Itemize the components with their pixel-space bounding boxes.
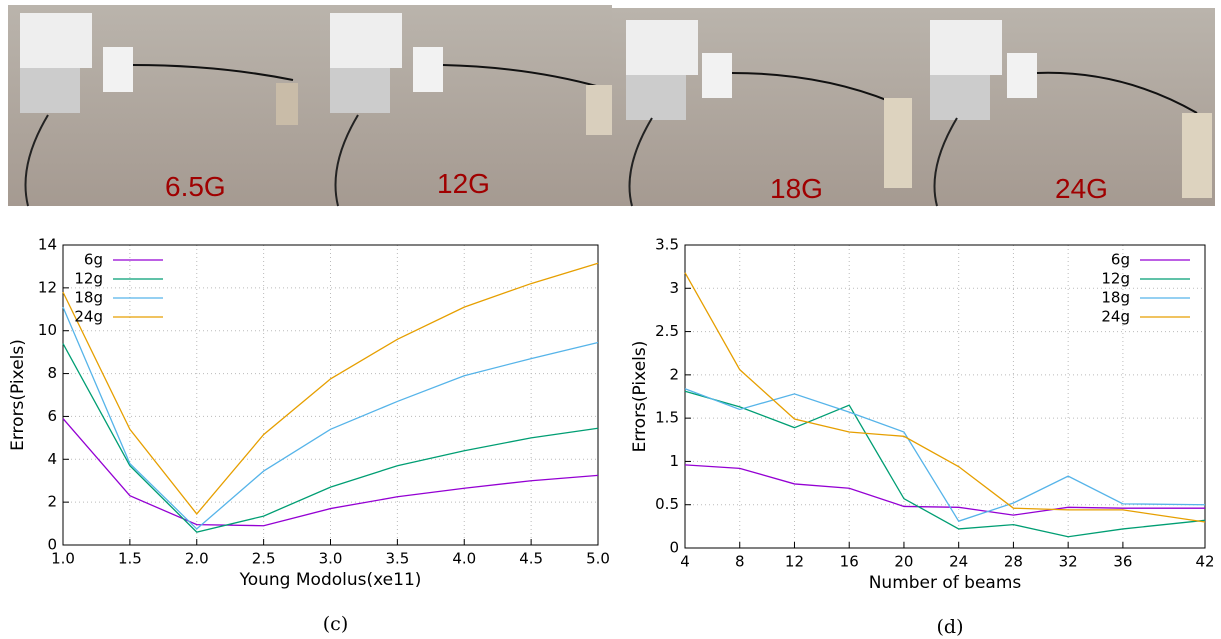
legend-label: 12g: [74, 270, 103, 288]
data-line: [684, 272, 1206, 523]
y-tick-label: 2.5: [655, 322, 679, 340]
x-tick-label: 2.0: [185, 550, 209, 568]
data-line: [684, 390, 1206, 538]
data-line: [684, 464, 1205, 516]
photo: [8, 5, 308, 207]
photo: [308, 5, 612, 207]
y-tick-label: 2: [669, 365, 679, 383]
x-tick-label: 42: [1195, 553, 1214, 571]
legend-label: 24g: [74, 308, 103, 326]
legend-label: 24g: [1101, 308, 1130, 326]
y-tick-label: 14: [38, 236, 57, 254]
y-tick-label: 8: [47, 364, 57, 382]
y-tick-label: 10: [38, 321, 57, 339]
y-tick-label: 1.5: [655, 409, 679, 427]
x-tick-label: 4.0: [452, 550, 476, 568]
x-tick-label: 4: [680, 553, 690, 571]
legend-label: 12g: [1101, 270, 1130, 288]
x-axis-label: Young Modolus(xe11): [239, 570, 422, 590]
y-tick-label: 6: [47, 407, 57, 425]
photo: [912, 8, 1215, 207]
photo-label: 6.5G: [165, 171, 226, 202]
x-tick-label: 8: [735, 553, 745, 571]
legend-label: 18g: [1101, 289, 1130, 307]
y-tick-label: 2: [47, 493, 57, 511]
photo-panels: 6.5G 12G 18G 24G: [8, 5, 1215, 207]
x-tick-label: 1.5: [118, 550, 142, 568]
x-tick-label: 12: [785, 553, 804, 571]
x-tick-label: 3.0: [319, 550, 343, 568]
photo-label: 24G: [1055, 173, 1108, 204]
x-tick-label: 5.0: [586, 550, 610, 568]
y-tick-label: 3: [669, 279, 679, 297]
y-tick-label: 12: [38, 278, 57, 296]
y-axis-label: Errors(Pixels): [630, 341, 650, 453]
x-tick-label: 24: [949, 553, 968, 571]
x-tick-label: 28: [1004, 553, 1023, 571]
y-tick-label: 4: [47, 450, 57, 468]
photo-label: 12G: [437, 168, 490, 199]
x-tick-label: 4.5: [519, 550, 543, 568]
x-tick-label: 2.5: [252, 550, 276, 568]
data-line: [62, 262, 599, 515]
x-tick-label: 3.5: [385, 550, 409, 568]
data-line: [684, 388, 1206, 522]
photo-label: 18G: [770, 173, 823, 204]
x-tick-label: 16: [840, 553, 859, 571]
data-line: [62, 343, 599, 533]
y-tick-label: 0: [669, 539, 679, 557]
legend-label: 18g: [74, 289, 103, 307]
x-tick-label: 20: [894, 553, 913, 571]
caption: (c): [323, 613, 348, 635]
legend-label: 6g: [84, 251, 103, 269]
plot-frame: [62, 244, 599, 546]
data-line: [62, 306, 599, 530]
plot-frame: [684, 244, 1206, 549]
x-tick-label: 1.0: [51, 550, 75, 568]
data-line: [62, 418, 599, 527]
y-tick-label: 1: [669, 452, 679, 470]
y-tick-label: 0.5: [655, 495, 679, 513]
photo: [612, 8, 912, 207]
y-tick-label: 0: [47, 536, 57, 554]
x-axis-label: Number of beams: [869, 573, 1022, 593]
x-tick-label: 32: [1059, 553, 1078, 571]
caption: (d): [937, 616, 964, 638]
x-tick-label: 36: [1113, 553, 1132, 571]
y-axis-label: Errors(Pixels): [8, 339, 28, 451]
legend-label: 6g: [1111, 251, 1130, 269]
y-tick-label: 3.5: [655, 236, 679, 254]
